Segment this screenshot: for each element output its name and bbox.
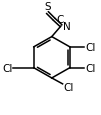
Text: N: N bbox=[63, 22, 70, 32]
Text: S: S bbox=[44, 3, 51, 12]
Text: Cl: Cl bbox=[64, 82, 74, 92]
Text: Cl: Cl bbox=[2, 63, 12, 73]
Text: Cl: Cl bbox=[85, 63, 96, 73]
Text: Cl: Cl bbox=[85, 43, 96, 52]
Text: C: C bbox=[56, 15, 63, 25]
